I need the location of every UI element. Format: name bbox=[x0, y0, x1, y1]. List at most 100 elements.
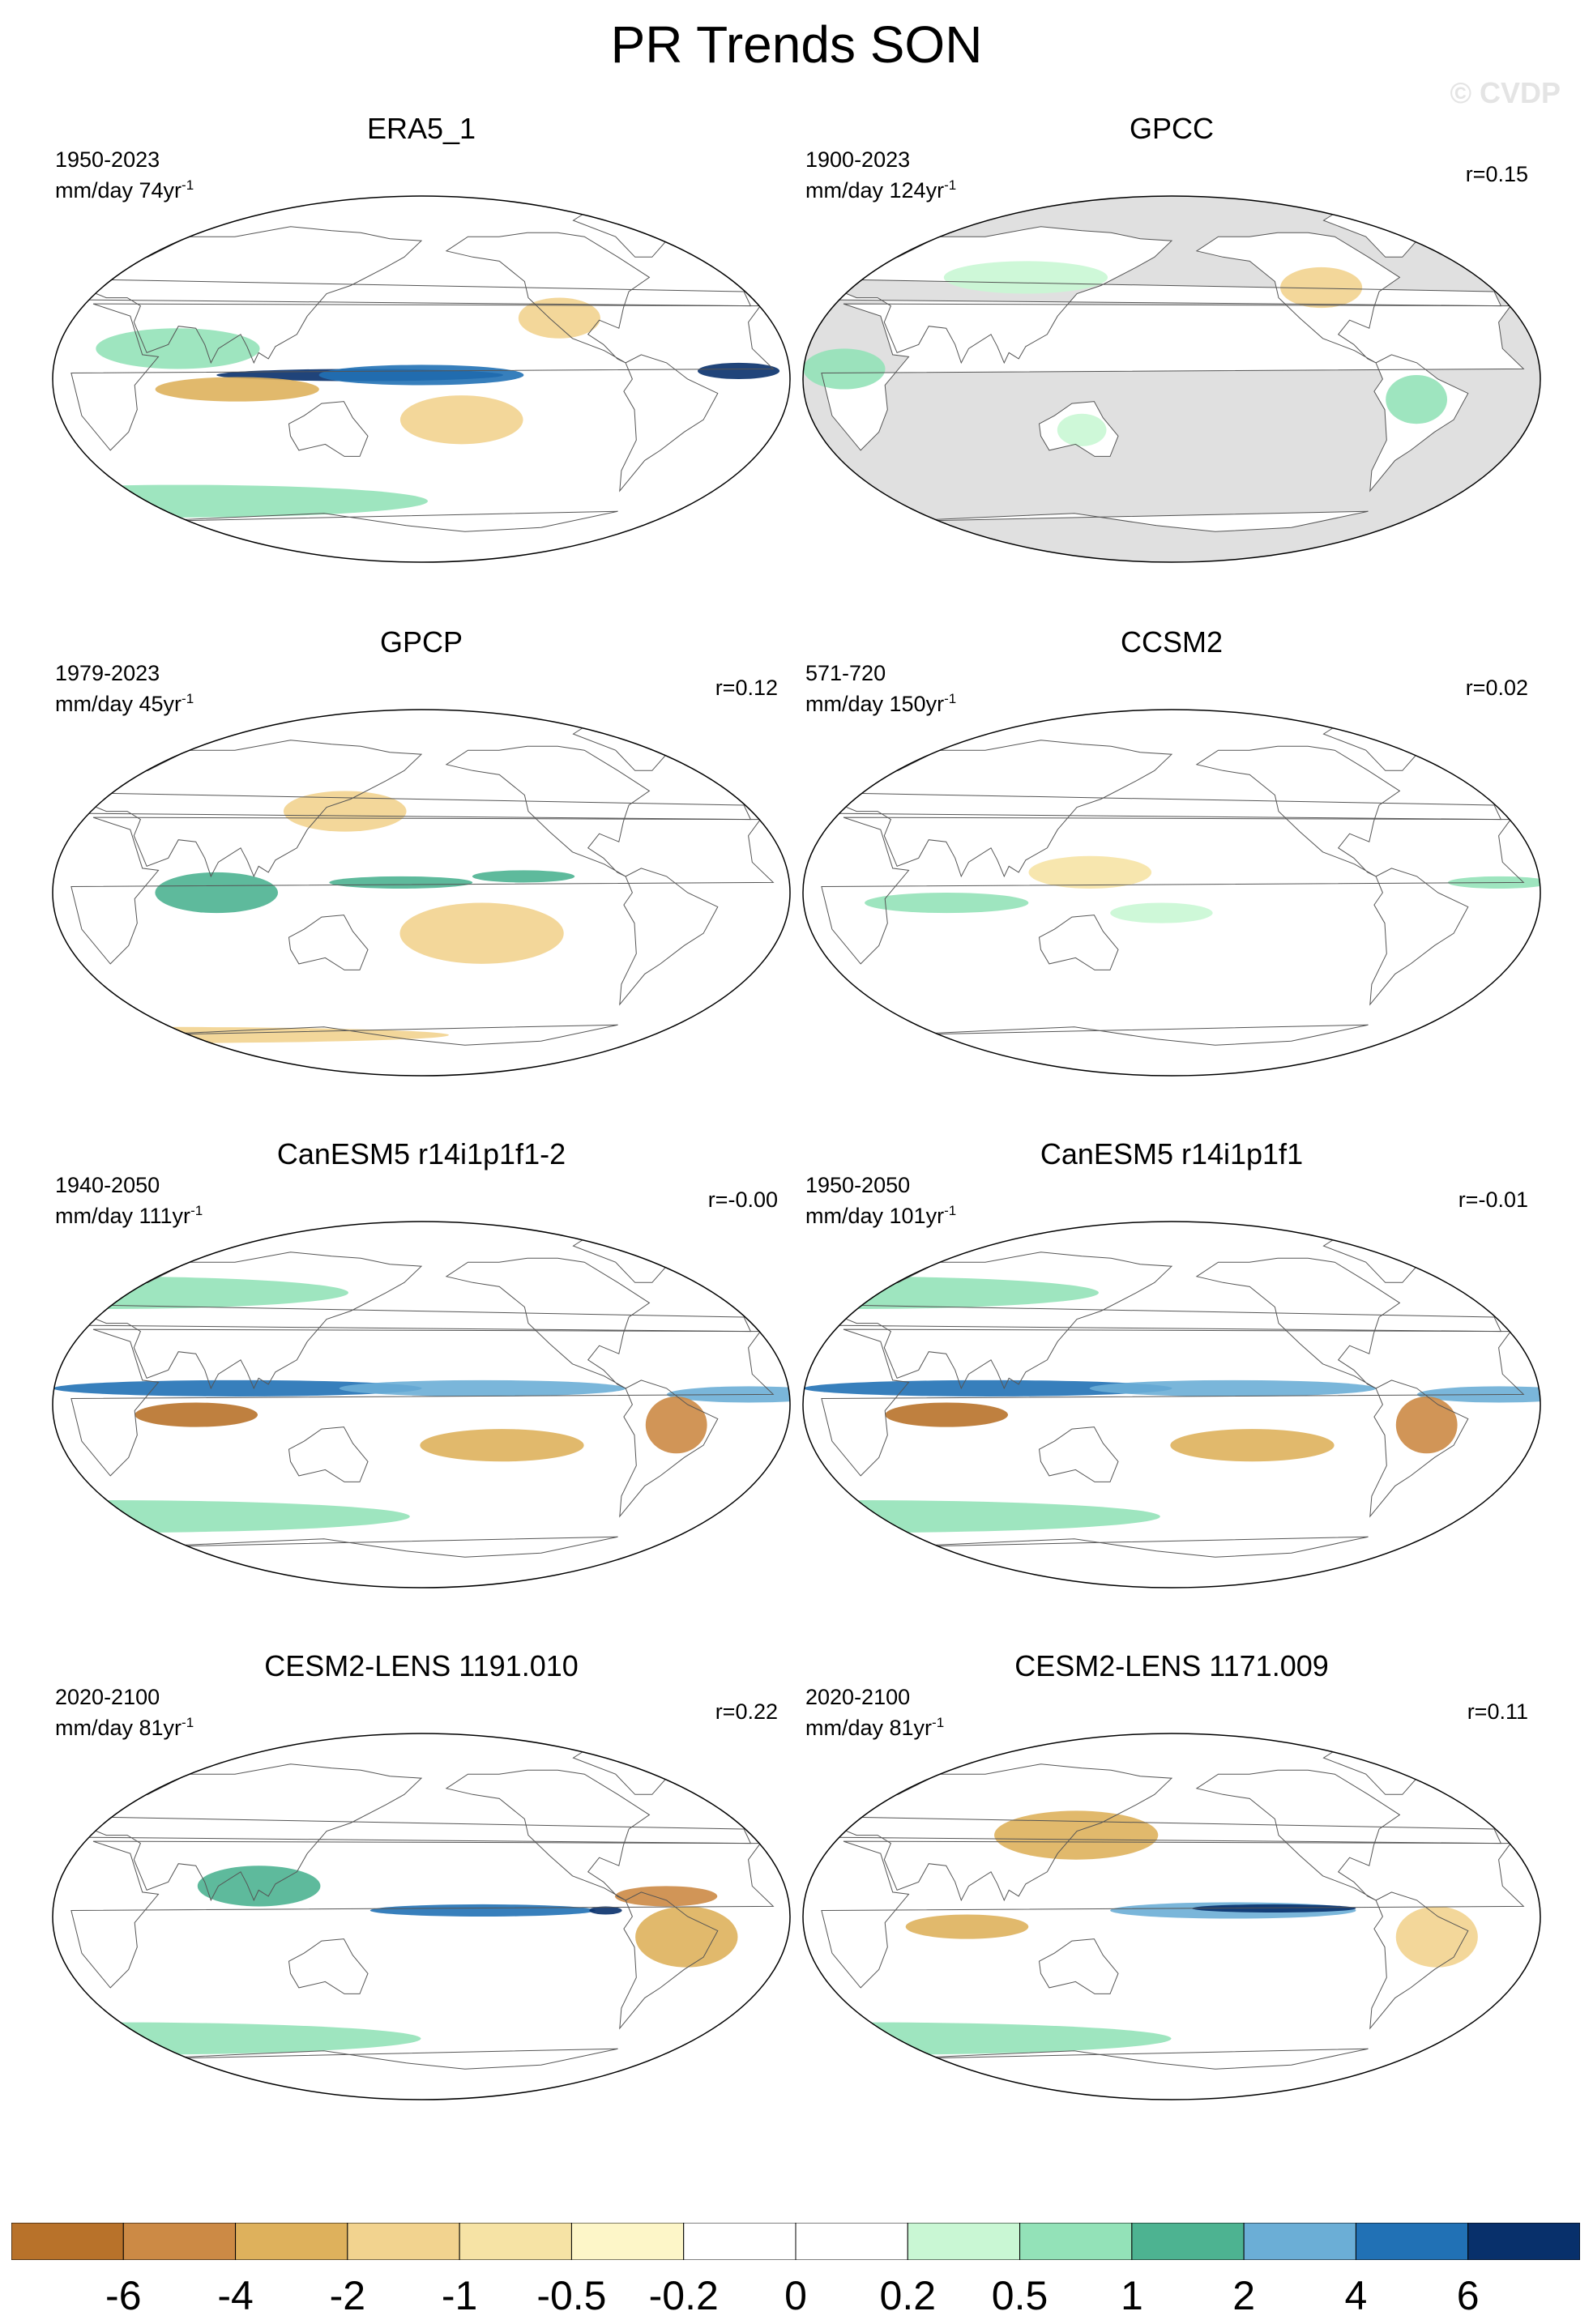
panel-title: CESM2-LENS 1191.010 bbox=[264, 1649, 579, 1682]
trend-region bbox=[1395, 1396, 1458, 1454]
panel-period: 2020-2100 bbox=[55, 1685, 160, 1709]
trend-region bbox=[614, 1886, 718, 1907]
coastline bbox=[619, 354, 719, 493]
colorbar-segment bbox=[235, 2223, 348, 2260]
map-border bbox=[802, 709, 1541, 1077]
world-map bbox=[802, 195, 1541, 563]
panel-units: mm/day 74yr-1 bbox=[55, 177, 194, 203]
colorbar-segment bbox=[570, 2223, 685, 2260]
colorbar-tick-label: -1 bbox=[441, 2273, 478, 2318]
panel-units: mm/day 150yr-1 bbox=[805, 691, 957, 716]
trend-region bbox=[53, 1379, 422, 1397]
coastline bbox=[825, 740, 1502, 878]
colorbar-segment bbox=[122, 2223, 237, 2260]
panel-correlation: r=0.12 bbox=[715, 676, 778, 700]
colorbar-segment bbox=[1131, 2223, 1245, 2260]
trend-region bbox=[994, 1810, 1159, 1860]
trend-region bbox=[635, 1906, 738, 1968]
map-background bbox=[53, 1222, 790, 1588]
trend-region bbox=[96, 328, 260, 369]
world-map bbox=[52, 709, 791, 1077]
trend-region bbox=[329, 876, 473, 889]
map-panel-canesm5: CanESM5 r14i1p1f1 1950-2050 mm/day 101yr… bbox=[799, 1137, 1544, 1591]
map-panel-ccsm2: CCSM2 571-720 mm/day 150yr-1 r=0.02 bbox=[799, 625, 1544, 1079]
coastline bbox=[70, 817, 775, 965]
panel-units: mm/day 81yr-1 bbox=[805, 1715, 945, 1740]
coastline bbox=[75, 740, 752, 878]
coastline bbox=[75, 226, 752, 365]
colorbar-segment bbox=[347, 2223, 460, 2260]
colorbar-tick-label: 1 bbox=[1120, 2273, 1143, 2318]
colorbar-segment bbox=[11, 2223, 124, 2260]
colorbar-tick-label: 6 bbox=[1456, 2273, 1480, 2318]
coastline bbox=[619, 1891, 719, 2030]
land-area bbox=[826, 226, 1501, 363]
trend-region bbox=[1057, 413, 1107, 446]
coastline bbox=[821, 1840, 1525, 1989]
colorbar-tick-label: 0 bbox=[784, 2273, 807, 2318]
colorbar-segment bbox=[1243, 2223, 1356, 2260]
panel-title: CCSM2 bbox=[1120, 625, 1224, 659]
trend-region bbox=[155, 872, 279, 914]
coastline bbox=[821, 303, 1525, 451]
panel-period: 2020-2100 bbox=[805, 1685, 911, 1709]
trend-region bbox=[1395, 1906, 1478, 1968]
colorbar-segment bbox=[1467, 2223, 1580, 2260]
trend-region bbox=[1089, 1379, 1377, 1397]
map-panel-gpcp: GPCP 1979-2023 mm/day 45yr-1 r=0.12 bbox=[49, 625, 794, 1079]
coastline bbox=[70, 1840, 775, 1989]
trend-region bbox=[197, 1866, 321, 1907]
panel-units: mm/day 45yr-1 bbox=[55, 691, 194, 716]
coastline bbox=[445, 1257, 651, 1389]
panel-period: 1900-2023 bbox=[805, 147, 911, 172]
coastline bbox=[821, 1328, 1525, 1477]
coastline bbox=[825, 226, 1502, 365]
coastline bbox=[1038, 1938, 1119, 1994]
colorbar-tick-label: 2 bbox=[1232, 2273, 1256, 2318]
trend-region bbox=[589, 1906, 622, 1915]
figure-title: PR Trends SON bbox=[610, 15, 983, 74]
world-map bbox=[802, 1221, 1541, 1588]
panel-correlation: r=0.02 bbox=[1465, 676, 1528, 700]
coastline bbox=[1195, 745, 1401, 877]
map-background bbox=[803, 1222, 1540, 1588]
world-map bbox=[802, 709, 1541, 1077]
trend-region bbox=[697, 362, 780, 379]
trend-region bbox=[1280, 267, 1363, 309]
trend-region bbox=[155, 377, 319, 402]
world-map bbox=[52, 195, 791, 563]
coastline bbox=[619, 868, 719, 1006]
map-panel-canesm5-2: CanESM5 r14i1p1f1-2 1940-2050 mm/day 111… bbox=[49, 1137, 794, 1591]
colorbar-segment bbox=[1019, 2223, 1133, 2260]
map-panel-era5: ERA5_1 1950-2023 mm/day 74yr-1 bbox=[49, 112, 794, 565]
panel-correlation: r=-0.00 bbox=[707, 1188, 778, 1212]
panel-correlation: r=-0.01 bbox=[1458, 1188, 1528, 1212]
coastline bbox=[288, 401, 369, 457]
trend-region bbox=[339, 1379, 626, 1397]
colorbar-segment bbox=[795, 2223, 908, 2260]
panel-period: 571-720 bbox=[805, 661, 886, 685]
trend-region bbox=[803, 348, 886, 390]
coastline bbox=[70, 303, 775, 451]
trend-region bbox=[1110, 902, 1213, 923]
map-background bbox=[803, 710, 1540, 1076]
panel-title: ERA5_1 bbox=[366, 112, 476, 145]
trend-region bbox=[399, 902, 564, 964]
map-border bbox=[52, 1733, 791, 2100]
panel-units: mm/day 81yr-1 bbox=[55, 1715, 194, 1740]
colorbar-tick-label: 0.2 bbox=[879, 2273, 937, 2318]
trend-region bbox=[399, 395, 523, 445]
map-border bbox=[802, 1733, 1541, 2100]
panel-title: GPCP bbox=[379, 625, 463, 659]
map-background bbox=[53, 1733, 790, 2100]
colorbar-segment bbox=[1355, 2223, 1469, 2260]
panel-title: CanESM5 r14i1p1f1 bbox=[1040, 1137, 1304, 1171]
trend-region bbox=[1028, 855, 1152, 889]
panel-units: mm/day 111yr-1 bbox=[55, 1203, 203, 1228]
map-border bbox=[52, 195, 791, 563]
trend-region bbox=[472, 870, 575, 883]
cvdp-watermark: © CVDP bbox=[1450, 76, 1561, 109]
trend-region bbox=[905, 1914, 1029, 1939]
map-border bbox=[52, 1221, 791, 1588]
panel-units: mm/day 101yr-1 bbox=[805, 1203, 957, 1228]
